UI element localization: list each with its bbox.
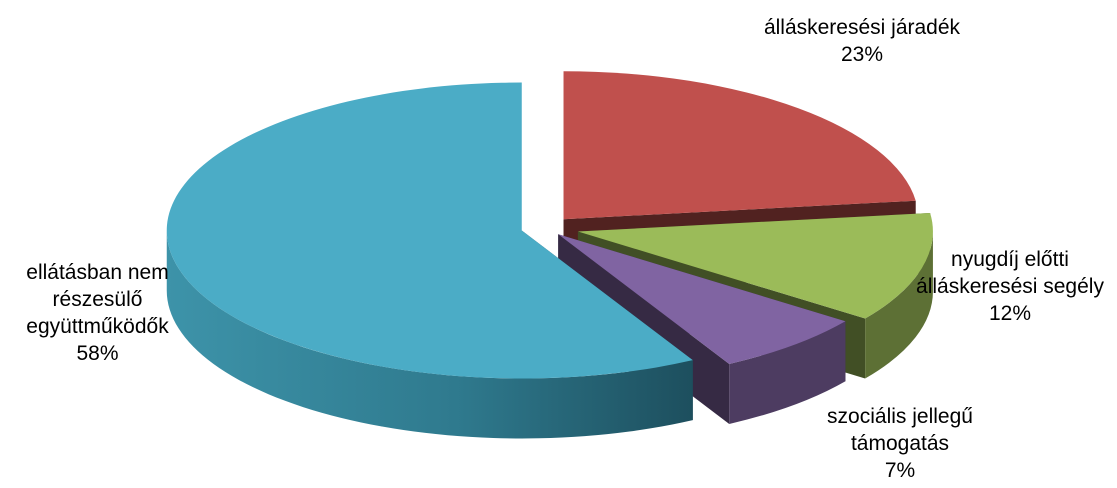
slice-label-ellatasban-nem: ellátásban nem részesülő együttműködők 5… bbox=[0, 259, 195, 367]
slice-outer-wall bbox=[729, 321, 846, 424]
slice-label-line: támogatás bbox=[850, 432, 950, 455]
slice-label-line: részesülő bbox=[52, 288, 143, 311]
slice-value-label: 58% bbox=[76, 342, 119, 365]
slice-label-line: álláskeresési segély bbox=[916, 275, 1104, 298]
slice-outer-wall bbox=[865, 231, 933, 379]
slice-label-nyugdij-elotti: nyugdíj előtti álláskeresési segély 12% bbox=[905, 246, 1115, 327]
pie-slice-top bbox=[563, 71, 916, 220]
pie-slice-top bbox=[166, 82, 693, 379]
slice-value-label: 23% bbox=[840, 43, 884, 66]
slice-value-label: 12% bbox=[988, 302, 1032, 325]
slice-label-line: álláskeresési járadék bbox=[763, 16, 961, 39]
slice-label-szocialis: szociális jellegű támogatás 7% bbox=[790, 403, 1010, 484]
slice-tops bbox=[166, 71, 933, 379]
slice-label-line: nyugdíj előtti bbox=[951, 248, 1069, 271]
slice-outer-wall bbox=[166, 230, 693, 439]
slice-label-allaskeresesi-jaradek: álláskeresési járadék 23% bbox=[712, 14, 1012, 68]
slice-value-label: 7% bbox=[884, 459, 916, 482]
pie-slice-top bbox=[558, 234, 846, 364]
slice-label-line: ellátásban nem bbox=[26, 261, 169, 284]
slice-label-line: szociális jellegű bbox=[827, 405, 973, 428]
pie-slice-top bbox=[577, 212, 933, 319]
slice-label-line: együttműködők bbox=[26, 315, 169, 338]
